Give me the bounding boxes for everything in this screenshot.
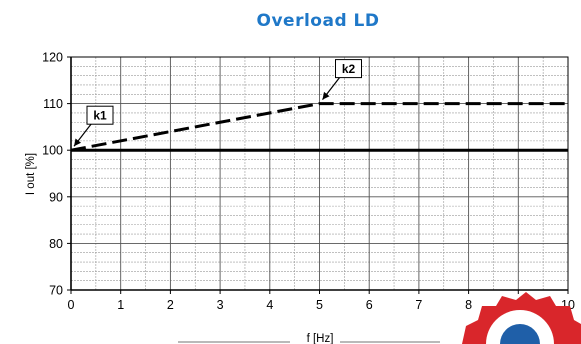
annotation-arrow-head: [322, 91, 330, 100]
annotation-arrow-head: [74, 138, 82, 147]
x-axis-label: f [Hz]: [307, 333, 334, 344]
y-tick-label: 70: [49, 284, 63, 298]
logo-core-icon: [500, 324, 540, 344]
y-tick-label: 100: [42, 144, 63, 158]
y-axis-label: I out [%]: [25, 153, 37, 195]
y-tick-label: 110: [43, 97, 63, 111]
annotation-label: k1: [93, 109, 107, 123]
y-tick-labels: 70 80 90 100 110 120: [42, 51, 71, 298]
x-tick-label: 3: [217, 298, 224, 312]
series-layer: [70, 102, 568, 152]
grid-minor: [71, 57, 568, 290]
x-tick-label: 8: [465, 298, 472, 312]
y-tick-label: 120: [42, 51, 63, 65]
y-tick-label: 80: [49, 237, 63, 251]
x-tick-label: 0: [68, 298, 75, 312]
x-tick-label: 2: [167, 298, 174, 312]
chart-title: Overload LD: [257, 11, 380, 31]
annotation-box: [86, 105, 114, 125]
x-tick-label: 4: [266, 298, 273, 312]
annotation-k1: k1: [73, 105, 114, 147]
x-tick-label: 5: [316, 298, 323, 312]
y-tick-label: 90: [49, 190, 63, 204]
series-line-dashed: [70, 102, 568, 152]
x-tick-label: 1: [117, 298, 124, 312]
gear-logo-watermark: [462, 292, 581, 344]
annotation-layer: k1 k2: [73, 59, 362, 147]
annotation-label: k2: [342, 62, 356, 76]
x-tick-label: 6: [366, 298, 373, 312]
x-tick-label: 7: [415, 298, 422, 312]
annotation-box: [335, 59, 362, 79]
annotation-k2: k2: [322, 59, 362, 100]
